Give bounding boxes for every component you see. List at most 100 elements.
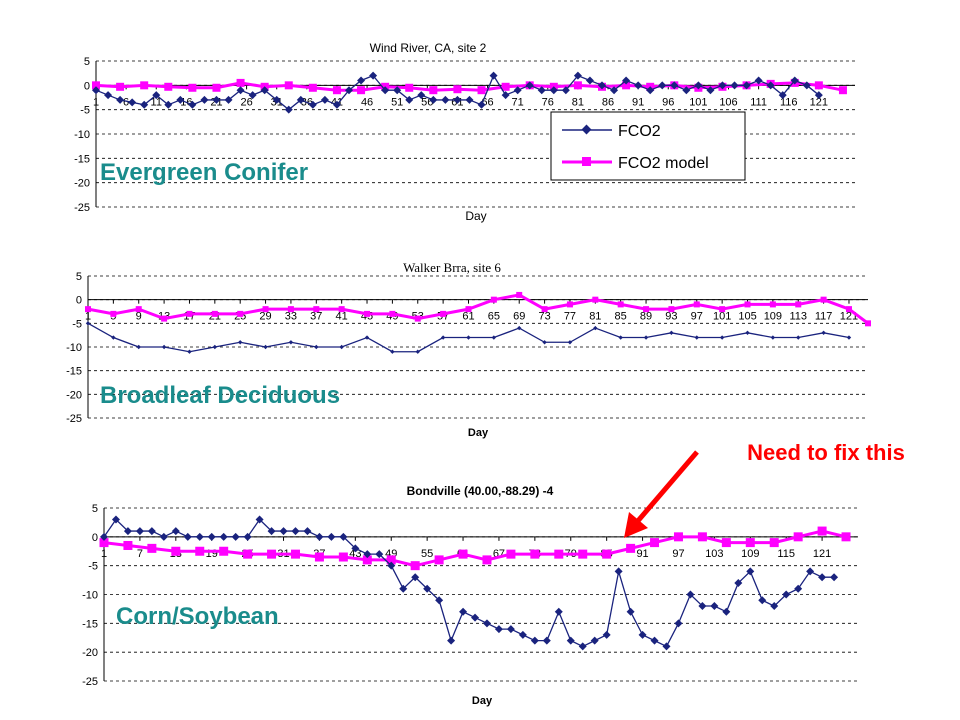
data-point-fco2	[128, 98, 137, 107]
x-tick-label: 51	[391, 96, 403, 108]
data-point-fco2	[471, 613, 480, 622]
data-point-fco2-model	[745, 538, 755, 548]
data-point-fco2	[573, 71, 582, 80]
x-axis-label: Day	[468, 427, 489, 439]
x-tick-label: 105	[738, 311, 756, 323]
data-point-fco2-model	[554, 549, 564, 559]
data-point-fco2	[542, 340, 547, 345]
data-point-fco2	[818, 573, 827, 582]
data-point-fco2	[585, 76, 594, 85]
data-point-fco2	[491, 335, 497, 340]
y-tick-label: 5	[76, 271, 82, 283]
data-point-fco2	[650, 636, 659, 645]
x-tick-label: 85	[615, 311, 627, 323]
data-point-fco2-model	[721, 538, 731, 548]
y-tick-label: 5	[92, 503, 98, 515]
annotation-arrow-head	[624, 512, 648, 538]
data-point-fco2	[489, 71, 498, 80]
y-tick-label: -10	[66, 342, 82, 354]
data-point-fco2-model	[405, 83, 414, 92]
x-tick-label: 103	[705, 548, 723, 560]
data-point-fco2	[730, 81, 739, 90]
data-point-fco2	[778, 91, 787, 100]
x-tick-label: 86	[602, 96, 614, 108]
data-point-fco2-model	[814, 81, 823, 90]
data-point-fco2	[610, 86, 619, 95]
data-point-fco2	[766, 81, 775, 90]
x-tick-label: 109	[741, 548, 759, 560]
series-line-fco2-model	[87, 293, 869, 325]
data-point-fco2	[566, 636, 575, 645]
data-point-fco2-model	[110, 310, 117, 317]
x-tick-label: 46	[361, 96, 373, 108]
data-point-fco2-model	[477, 86, 486, 95]
x-tick-label: 91	[636, 548, 648, 560]
data-point-fco2-model	[314, 552, 324, 562]
x-tick-label: 7	[137, 548, 143, 560]
x-tick-label: 1	[101, 548, 107, 560]
data-point-fco2	[506, 625, 515, 634]
data-point-fco2	[517, 325, 522, 331]
data-point-fco2	[417, 91, 426, 100]
plot-area: 50-5-10-15-20-25171319253137434955616773…	[82, 503, 858, 688]
data-point-fco2-model	[267, 549, 277, 559]
x-tick-label: 115	[777, 548, 795, 560]
y-tick-label: 0	[84, 80, 90, 92]
data-point-fco2	[686, 590, 695, 599]
x-tick-label: 55	[421, 548, 433, 560]
y-tick-label: -20	[74, 178, 90, 190]
data-point-fco2	[187, 349, 192, 354]
data-point-fco2	[722, 607, 731, 616]
y-tick-label: -10	[82, 590, 98, 602]
data-point-fco2	[369, 71, 378, 80]
data-point-fco2	[501, 91, 510, 100]
data-point-fco2	[429, 95, 438, 104]
x-tick-label: 81	[589, 311, 601, 323]
data-point-fco2-model	[332, 86, 341, 95]
x-tick-label: 96	[662, 96, 674, 108]
land-cover-label: Broadleaf Deciduous	[100, 382, 340, 409]
data-point-fco2	[171, 527, 180, 536]
x-tick-label: 97	[691, 311, 703, 323]
data-point-fco2	[745, 330, 750, 335]
data-point-fco2-model	[602, 549, 612, 559]
data-point-fco2	[453, 95, 462, 104]
data-point-fco2	[381, 86, 390, 95]
x-tick-label: 41	[336, 311, 348, 323]
legend: FCO2 FCO2 model	[550, 111, 746, 181]
data-point-fco2	[593, 325, 598, 331]
data-point-fco2-model	[673, 532, 683, 542]
data-point-fco2-model	[414, 315, 421, 322]
chart-panel-bondville: Bondville (40.00,-88.29) -4 5 0 -5 -10 -15 -2…	[82, 484, 858, 707]
annotation-arrow-shaft	[635, 450, 699, 524]
data-point-fco2	[303, 527, 312, 536]
data-point-fco2	[200, 95, 209, 104]
x-tick-label: 101	[689, 96, 707, 108]
x-tick-label: 29	[259, 311, 271, 323]
data-point-fco2-model	[530, 549, 540, 559]
data-point-fco2	[643, 335, 649, 340]
data-point-fco2-model	[243, 549, 253, 559]
data-point-fco2-model	[389, 310, 396, 317]
legend-model-marker	[582, 157, 591, 166]
data-point-fco2	[634, 81, 643, 90]
data-point-fco2	[296, 95, 305, 104]
x-tick-label: 111	[750, 96, 767, 108]
data-point-fco2-model	[795, 301, 802, 308]
data-point-fco2	[674, 619, 683, 628]
data-point-fco2	[846, 335, 852, 340]
x-tick-label: 61	[462, 311, 474, 323]
data-point-fco2-model	[622, 81, 631, 90]
data-point-fco2	[231, 532, 240, 541]
data-point-fco2	[698, 602, 707, 611]
data-point-fco2	[140, 100, 149, 109]
data-point-fco2	[530, 636, 539, 645]
data-point-fco2	[357, 76, 366, 85]
data-point-fco2	[161, 344, 167, 350]
data-point-fco2-model	[793, 532, 803, 542]
data-point-fco2	[796, 335, 801, 340]
data-point-fco2	[375, 550, 384, 559]
data-point-fco2	[602, 630, 611, 639]
data-point-fco2	[111, 335, 116, 340]
